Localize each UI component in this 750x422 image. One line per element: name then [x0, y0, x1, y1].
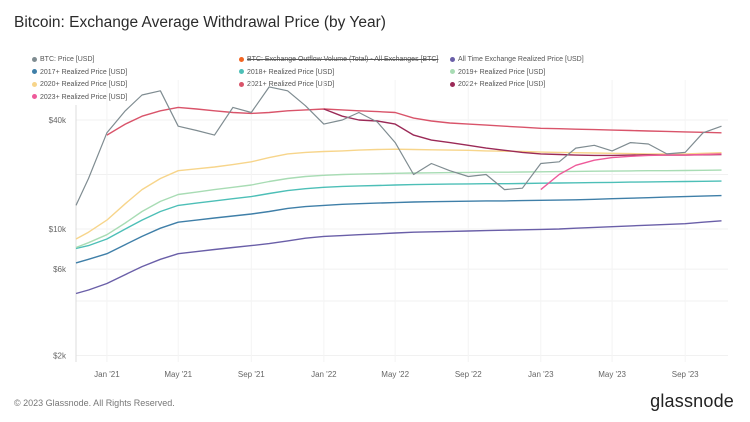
- legend-dot-icon: [32, 56, 37, 62]
- y-tick-label: $40k: [49, 116, 67, 125]
- legend-label: 2022+ Realized Price [USD]: [458, 81, 546, 88]
- legend-label: BTC: Exchange Outflow Volume (Total) - A…: [247, 56, 439, 63]
- legend-item[interactable]: 2021+ Realized Price [USD]: [239, 81, 334, 88]
- legend-label: All Time Exchange Realized Price [USD]: [458, 56, 584, 63]
- legend-item[interactable]: 2019+ Realized Price [USD]: [450, 69, 545, 76]
- x-tick-label: May '22: [381, 370, 409, 379]
- legend-dot-icon: [32, 81, 37, 87]
- legend-item[interactable]: 2018+ Realized Price [USD]: [239, 69, 334, 76]
- legend-label: 2020+ Realized Price [USD]: [40, 81, 128, 88]
- legend-item[interactable]: 2020+ Realized Price [USD]: [32, 81, 127, 88]
- legend-dot-icon: [450, 69, 455, 75]
- legend-dot-icon: [450, 56, 455, 62]
- legend-dot-icon: [239, 69, 244, 75]
- x-tick-label: Sep '22: [455, 370, 482, 379]
- legend-item[interactable]: 2023+ Realized Price [USD]: [32, 94, 127, 101]
- x-tick-label: May '23: [598, 370, 626, 379]
- copyright: © 2023 Glassnode. All Rights Reserved.: [14, 398, 175, 408]
- series-line-5: [75, 169, 722, 249]
- y-tick-label: $2k: [53, 352, 67, 361]
- legend-item[interactable]: BTC: Exchange Outflow Volume (Total) - A…: [239, 56, 438, 63]
- x-tick-label: Jan '21: [94, 370, 120, 379]
- x-tick-label: Sep '23: [672, 370, 699, 379]
- legend-label: 2023+ Realized Price [USD]: [40, 93, 128, 101]
- y-tick-label: $10k: [49, 225, 67, 234]
- legend-dot-icon: [239, 81, 244, 87]
- legend-item[interactable]: 2022+ Realized Price [USD]: [450, 81, 545, 88]
- y-tick-label: $6k: [53, 265, 67, 274]
- series-line-0: [75, 86, 722, 206]
- legend-label: BTC: Price [USD]: [40, 56, 95, 63]
- legend-label: 2018+ Realized Price [USD]: [247, 68, 335, 76]
- legend-dot-icon: [32, 69, 37, 75]
- legend-item[interactable]: BTC: Price [USD]: [32, 56, 94, 63]
- series-line-3: [75, 194, 722, 264]
- series-line-7: [106, 106, 722, 136]
- series-line-8: [323, 108, 722, 157]
- series-line-4: [75, 180, 722, 250]
- series-line-6: [75, 148, 722, 240]
- chart-title: Bitcoin: Exchange Average Withdrawal Pri…: [14, 14, 386, 31]
- x-tick-label: May '21: [164, 370, 192, 379]
- series-line-9: [540, 153, 722, 191]
- legend-dot-icon: [450, 81, 455, 87]
- series-line-2: [75, 220, 722, 295]
- legend-label: 2019+ Realized Price [USD]: [458, 68, 546, 76]
- x-tick-label: Jan '23: [528, 370, 554, 379]
- legend-label: 2017+ Realized Price [USD]: [40, 68, 128, 76]
- glassnode-logo: glassnode: [650, 391, 734, 411]
- legend-label: 2021+ Realized Price [USD]: [247, 81, 335, 88]
- legend-dot-icon: [239, 56, 244, 62]
- x-tick-label: Sep '21: [238, 370, 265, 379]
- legend-item[interactable]: All Time Exchange Realized Price [USD]: [450, 56, 584, 63]
- x-tick-label: Jan '22: [311, 370, 337, 379]
- legend-dot-icon: [32, 94, 37, 100]
- legend-item[interactable]: 2017+ Realized Price [USD]: [32, 69, 127, 76]
